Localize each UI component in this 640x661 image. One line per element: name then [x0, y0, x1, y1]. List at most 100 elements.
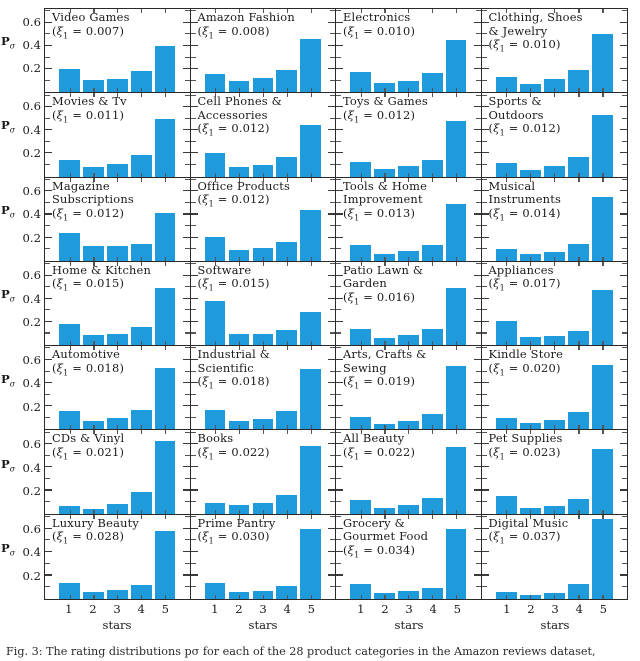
y-tick-mark — [336, 106, 343, 108]
y-tick-mark — [190, 21, 198, 23]
panel-17: Automotive (ξ1 = 0.018) — [45, 346, 191, 431]
x-tick-mark — [530, 341, 532, 346]
bar-star-2 — [83, 508, 104, 514]
y-tick-mark — [622, 263, 627, 265]
y-tick-mark — [45, 152, 52, 154]
x-tick-mark — [578, 256, 580, 261]
y-tick-mark — [481, 332, 487, 334]
y-tick-mark — [328, 68, 335, 70]
y-tick-mark — [190, 236, 198, 238]
x-tick-mark — [165, 346, 167, 351]
y-tick-mark — [336, 152, 343, 154]
y-tick-mark — [328, 152, 335, 154]
x-tick-mark — [506, 172, 508, 177]
y-tick-mark — [190, 309, 196, 311]
bar-star-5 — [592, 115, 613, 177]
x-tick-mark — [69, 509, 71, 514]
x-tick-label-3: 3 — [113, 602, 121, 616]
y-tick-mark — [473, 358, 481, 361]
y-tick-mark — [184, 416, 190, 418]
y-tick-mark — [190, 416, 196, 418]
y-tick-mark — [336, 44, 343, 47]
bar-star-1 — [350, 584, 371, 599]
bar-star-1 — [350, 245, 371, 261]
y-tick-label: 0.6 — [22, 521, 41, 536]
y-tick-mark — [473, 527, 481, 529]
x-tick-mark — [262, 425, 264, 430]
x-tick-mark — [602, 177, 604, 182]
y-tick-mark — [481, 539, 487, 541]
y-tick-mark — [45, 382, 52, 384]
y-tick-mark — [336, 248, 341, 250]
x-tick-mark — [310, 256, 312, 261]
y-tick-mark — [620, 574, 627, 576]
bar-star-3 — [107, 418, 128, 430]
y-tick-mark — [190, 286, 196, 288]
x-tick-mark — [93, 172, 95, 177]
x-tick-mark — [310, 88, 312, 93]
y-tick-mark — [328, 358, 335, 361]
y-tick-mark — [481, 94, 487, 96]
y-tick-mark — [475, 515, 481, 518]
bar-star-2 — [374, 337, 395, 346]
bar-star-2 — [83, 335, 104, 346]
y-tick-mark — [622, 332, 627, 334]
y-tick-mark — [45, 21, 52, 23]
x-tick-mark — [602, 425, 604, 430]
y-axis-title: Pσ — [1, 202, 16, 220]
y-tick-mark — [182, 190, 190, 192]
bar-series — [45, 515, 190, 599]
y-axis-row: 0.6 0.4 0.2 Pσ — [0, 8, 44, 93]
x-tick-mark — [408, 346, 410, 351]
x-tick-mark — [384, 177, 386, 182]
x-tick-mark — [165, 425, 167, 430]
x-tick-mark — [384, 9, 386, 13]
bar-star-1 — [59, 410, 80, 430]
y-tick-mark — [336, 129, 343, 131]
y-tick-mark — [475, 586, 481, 588]
x-tick-mark — [215, 341, 217, 346]
x-tick-mark — [554, 430, 556, 435]
y-tick-mark — [475, 370, 481, 372]
x-tick-mark — [262, 594, 264, 599]
x-tick-mark — [408, 430, 410, 435]
panel-26: Prime Pantry (ξ1 = 0.030) — [190, 514, 336, 599]
x-tick-mark — [360, 509, 362, 514]
bar-star-3 — [398, 590, 419, 599]
bar-star-3 — [544, 78, 565, 93]
bar-star-3 — [252, 77, 274, 93]
y-tick-mark — [481, 382, 489, 384]
bar-star-5 — [154, 441, 176, 514]
y-tick-mark — [481, 79, 487, 81]
x-tick-mark — [310, 430, 312, 435]
x-tick-mark — [578, 430, 580, 435]
y-tick-mark — [190, 454, 196, 456]
y-tick-mark — [182, 320, 190, 323]
y-tick-mark — [190, 551, 198, 553]
bar-star-2 — [83, 80, 104, 93]
bar-star-1 — [59, 233, 80, 261]
bar-star-5 — [300, 528, 321, 599]
x-tick-mark — [554, 177, 556, 182]
y-tick-mark — [475, 477, 481, 480]
x-tick-mark — [456, 509, 458, 514]
x-tick-mark — [602, 594, 604, 599]
y-tick-mark — [190, 501, 196, 503]
y-tick-label: 0.6 — [22, 437, 41, 452]
x-tick-mark — [215, 425, 217, 430]
x-tick-mark — [310, 509, 312, 514]
y-tick-mark — [481, 117, 487, 119]
bar-series — [336, 262, 481, 346]
y-tick-mark — [473, 466, 481, 468]
y-tick-mark — [328, 466, 335, 468]
panel-4: Clothing, Shoes & Jewelry (ξ1 = 0.010) — [481, 9, 627, 94]
x-tick-mark — [432, 88, 434, 93]
y-tick-mark — [622, 370, 627, 372]
bar-star-5 — [592, 519, 613, 599]
panel-18: Industrial & Scientific (ξ1 = 0.018) — [190, 346, 336, 431]
x-tick-mark — [384, 594, 386, 599]
y-tick-mark — [45, 501, 50, 503]
x-tick-mark — [286, 341, 288, 346]
x-tick-mark — [262, 261, 264, 266]
y-tick-mark — [45, 309, 50, 311]
